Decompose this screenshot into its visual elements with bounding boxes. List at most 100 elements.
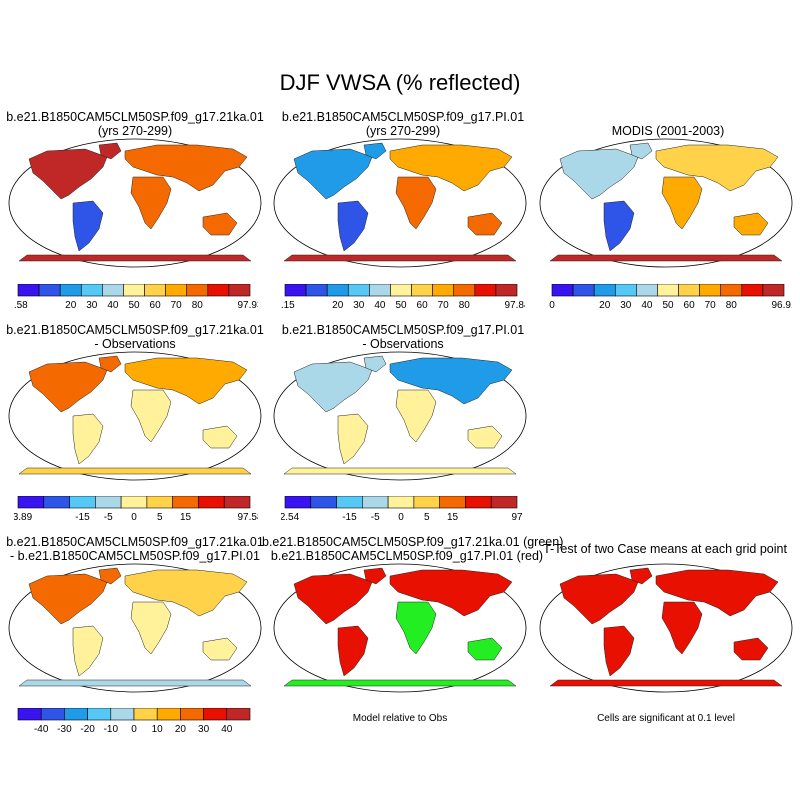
colorbar-tick-label: 5 — [157, 512, 163, 523]
map-panel-1 — [8, 138, 262, 268]
colorbar-tick-label: 0 — [398, 512, 404, 523]
colorbar-bin — [144, 284, 166, 297]
map-region-australia — [202, 637, 238, 661]
colorbar-tick-label: 0 — [131, 512, 137, 523]
map-region-australia — [467, 637, 503, 661]
colorbar-bin — [180, 708, 204, 721]
panel-title-7-line1: b.e21.B1850CAM5CLM50SP.f09_g17.21ka.01 (… — [262, 535, 564, 549]
colorbar-tick-label: 30 — [198, 724, 210, 735]
colorbar-tick-label: 15 — [180, 512, 192, 523]
map-region-australia — [202, 425, 238, 449]
colorbar-tick-label: -30 — [57, 724, 72, 735]
panel-title-5: b.e21.B1850CAM5CLM50SP.f09_g17.PI.01 - O… — [268, 323, 538, 351]
panel-title-4: b.e21.B1850CAM5CLM50SP.f09_g17.21ka.01 -… — [0, 323, 270, 351]
colorbar-tick-label: 30 — [620, 300, 632, 311]
colorbar-bin — [228, 284, 251, 297]
colorbar-bin — [186, 284, 209, 297]
colorbar-bin — [123, 284, 145, 297]
colorbar-bin — [38, 284, 61, 297]
panel-title-2-line2: (yrs 270-299) — [365, 124, 441, 138]
colorbar-tick-label: 40 — [221, 724, 233, 735]
map-region-australia — [202, 212, 238, 236]
colorbar-tick-label: 80 — [459, 300, 471, 311]
figure-title: DJF VWSA (% reflected) — [279, 70, 521, 95]
colorbar-tick-label: 60 — [150, 300, 162, 311]
colorbar-bin — [198, 496, 225, 509]
map-region-northamerica — [28, 573, 108, 625]
map-region-greenland — [629, 567, 653, 585]
map-region-eurasia — [124, 569, 248, 617]
map-region-eurasia — [655, 144, 779, 192]
colorbar-bin — [102, 284, 124, 297]
panel-title-4-line2: - Observations — [94, 337, 176, 351]
map-region-southamerica — [337, 625, 369, 677]
map-region-antarctica — [283, 679, 517, 687]
map-region-antarctica — [18, 467, 252, 475]
colorbar-bin — [636, 284, 658, 297]
map-region-eurasia — [655, 569, 779, 617]
map-region-greenland — [98, 355, 122, 373]
colorbar-bin — [43, 496, 70, 509]
map-region-africa — [395, 389, 437, 443]
panel-title-5-line2: - Observations — [362, 337, 444, 351]
colorbar-tick-label: -5 — [371, 512, 380, 523]
colorbar-bin — [614, 284, 637, 297]
map-region-southamerica — [603, 200, 635, 252]
colorbar-bin — [165, 284, 188, 297]
map-panel-6 — [8, 563, 262, 693]
colorbar-bin — [146, 496, 173, 509]
map-region-southamerica — [72, 625, 104, 677]
map-region-eurasia — [389, 357, 513, 405]
colorbar-tick-label: 80 — [192, 300, 204, 311]
colorbar-tick-label: -20 — [80, 724, 95, 735]
colorbar-bin — [226, 708, 251, 721]
map-region-africa — [661, 176, 703, 230]
colorbar-tick-label: 10 — [152, 724, 164, 735]
colorbar-tick-label: -10 — [104, 724, 119, 735]
panel-title-1: b.e21.B1850CAM5CLM50SP.f09_g17.21ka.01 (… — [0, 110, 270, 138]
colorbar-panel-5: -42.54 -15 -5 0 5 15 97 — [281, 496, 523, 523]
map-region-greenland — [629, 142, 653, 160]
colorbar-bin — [411, 284, 433, 297]
colorbar-bin — [387, 496, 415, 509]
colorbar-bin — [657, 284, 679, 297]
colorbar-panel-3: 0 20 30 40 50 60 70 80 96.91 — [549, 284, 792, 311]
colorbar-bin — [413, 496, 440, 509]
map-region-antarctica — [18, 254, 252, 262]
colorbar-tick-label: -42.54 — [281, 512, 300, 523]
map-region-antarctica — [18, 679, 252, 687]
colorbar-tick-label: 50 — [395, 300, 407, 311]
colorbar-bin — [284, 284, 307, 297]
colorbar-tick-label: 50 — [662, 300, 674, 311]
colorbar-panel-2: 4.15 20 30 40 50 60 70 80 97.84 — [281, 284, 525, 311]
colorbar-bin — [284, 496, 312, 509]
map-region-northamerica — [559, 573, 639, 625]
colorbar-bin — [439, 496, 466, 509]
colorbar-bin — [720, 284, 743, 297]
map-region-northamerica — [28, 148, 108, 200]
colorbar-bin — [207, 284, 230, 297]
panel-title-8-line1: T-Test of two Case means at each grid po… — [543, 542, 787, 556]
colorbar-bin — [347, 284, 370, 297]
panel-title-6: b.e21.B1850CAM5CLM50SP.f09_g17.21ka.01 -… — [0, 535, 270, 563]
colorbar-panel-6: -40 -30 -20 -10 0 10 20 30 40 — [17, 708, 251, 735]
map-panel-2 — [273, 138, 527, 268]
map-region-southamerica — [337, 200, 369, 252]
map-region-eurasia — [389, 569, 513, 617]
colorbar-bin — [336, 496, 363, 509]
map-panel-8 — [539, 563, 793, 693]
colorbar-tick-label: 5 — [424, 512, 430, 523]
note-model-relative: Model relative to Obs — [352, 713, 448, 724]
map-panel-4 — [8, 351, 262, 481]
map-region-northamerica — [293, 148, 373, 200]
panel-title-4-line1: b.e21.B1850CAM5CLM50SP.f09_g17.21ka.01 — [6, 323, 264, 337]
map-region-greenland — [98, 142, 122, 160]
colorbar-tick-label: -5 — [104, 512, 113, 523]
colorbar-tick-label: -15 — [342, 512, 357, 523]
map-region-africa — [130, 389, 172, 443]
map-region-africa — [130, 601, 172, 655]
panel-title-5-line1: b.e21.B1850CAM5CLM50SP.f09_g17.PI.01 — [281, 323, 525, 337]
panel-title-3-line1: MODIS (2001-2003) — [611, 124, 725, 138]
map-region-southamerica — [337, 413, 369, 465]
map-region-eurasia — [389, 144, 513, 192]
